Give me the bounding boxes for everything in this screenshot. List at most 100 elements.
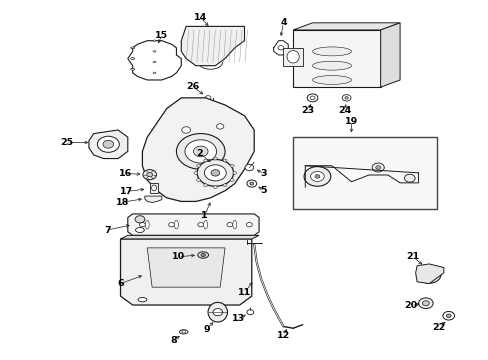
Ellipse shape	[135, 216, 144, 223]
Ellipse shape	[142, 170, 156, 180]
Ellipse shape	[210, 170, 219, 176]
Ellipse shape	[201, 253, 205, 257]
Polygon shape	[181, 26, 244, 66]
Ellipse shape	[139, 222, 145, 227]
Ellipse shape	[212, 309, 222, 316]
Ellipse shape	[203, 159, 207, 162]
Ellipse shape	[174, 220, 178, 229]
Ellipse shape	[153, 72, 156, 73]
Ellipse shape	[179, 330, 188, 334]
Ellipse shape	[344, 96, 347, 99]
Ellipse shape	[203, 184, 207, 186]
Text: 24: 24	[337, 106, 350, 115]
Text: 15: 15	[155, 31, 168, 40]
Text: 10: 10	[171, 252, 184, 261]
Ellipse shape	[246, 180, 256, 187]
Polygon shape	[380, 23, 399, 87]
Ellipse shape	[213, 186, 217, 189]
Polygon shape	[120, 239, 251, 305]
Ellipse shape	[216, 124, 224, 129]
Text: 3: 3	[260, 169, 266, 178]
Text: 13: 13	[231, 314, 244, 323]
Text: 5: 5	[260, 186, 266, 195]
Ellipse shape	[417, 266, 440, 283]
Ellipse shape	[418, 298, 432, 309]
Ellipse shape	[230, 164, 234, 167]
Ellipse shape	[130, 58, 134, 59]
Text: 2: 2	[196, 149, 203, 158]
Ellipse shape	[193, 146, 207, 157]
Ellipse shape	[314, 175, 319, 178]
Ellipse shape	[197, 159, 233, 186]
Polygon shape	[147, 248, 224, 287]
Bar	[292, 30, 380, 87]
Ellipse shape	[203, 220, 207, 229]
Ellipse shape	[342, 95, 350, 101]
Ellipse shape	[246, 222, 252, 227]
Ellipse shape	[223, 184, 226, 186]
Ellipse shape	[130, 68, 134, 70]
Ellipse shape	[151, 185, 156, 191]
Polygon shape	[127, 214, 259, 235]
Text: 14: 14	[194, 13, 207, 22]
Ellipse shape	[135, 228, 144, 233]
Ellipse shape	[306, 94, 317, 102]
Text: 9: 9	[203, 325, 209, 334]
Polygon shape	[415, 264, 443, 284]
Text: 1: 1	[201, 211, 207, 220]
Ellipse shape	[312, 76, 351, 85]
Ellipse shape	[145, 220, 149, 229]
Ellipse shape	[310, 171, 324, 181]
Text: 26: 26	[185, 82, 199, 91]
Text: 12: 12	[276, 331, 289, 340]
Bar	[292, 137, 436, 208]
Ellipse shape	[213, 157, 217, 160]
Ellipse shape	[146, 172, 152, 177]
Ellipse shape	[153, 51, 156, 52]
Ellipse shape	[244, 164, 253, 171]
Text: 11: 11	[237, 288, 251, 297]
Ellipse shape	[223, 159, 226, 162]
Ellipse shape	[204, 113, 211, 118]
Bar	[149, 183, 158, 193]
Text: 21: 21	[406, 252, 419, 261]
Ellipse shape	[204, 165, 226, 181]
Ellipse shape	[194, 171, 198, 174]
Ellipse shape	[371, 163, 384, 172]
Ellipse shape	[182, 127, 190, 133]
Ellipse shape	[196, 164, 200, 167]
Text: 22: 22	[431, 323, 445, 332]
Polygon shape	[89, 130, 127, 158]
Ellipse shape	[422, 270, 434, 279]
Text: 25: 25	[61, 138, 73, 147]
Ellipse shape	[312, 61, 351, 70]
Ellipse shape	[446, 314, 450, 318]
Ellipse shape	[312, 47, 351, 56]
Text: 18: 18	[116, 198, 129, 207]
Polygon shape	[120, 235, 259, 239]
Ellipse shape	[232, 171, 236, 174]
Text: 16: 16	[119, 169, 132, 178]
Ellipse shape	[304, 167, 330, 186]
Ellipse shape	[404, 174, 414, 182]
Ellipse shape	[184, 140, 216, 163]
Ellipse shape	[230, 179, 234, 181]
Ellipse shape	[207, 302, 227, 322]
Ellipse shape	[204, 96, 210, 100]
Polygon shape	[142, 98, 254, 202]
Text: 20: 20	[404, 301, 417, 310]
Ellipse shape	[442, 311, 454, 320]
Ellipse shape	[375, 166, 380, 169]
Ellipse shape	[168, 222, 174, 227]
Polygon shape	[144, 196, 162, 203]
Ellipse shape	[198, 222, 203, 227]
Ellipse shape	[286, 50, 299, 63]
Ellipse shape	[138, 297, 146, 302]
Ellipse shape	[196, 179, 200, 181]
Ellipse shape	[246, 310, 253, 315]
Text: 19: 19	[344, 117, 357, 126]
Ellipse shape	[309, 96, 314, 100]
Ellipse shape	[278, 46, 284, 50]
Ellipse shape	[176, 134, 224, 169]
Ellipse shape	[153, 62, 156, 63]
